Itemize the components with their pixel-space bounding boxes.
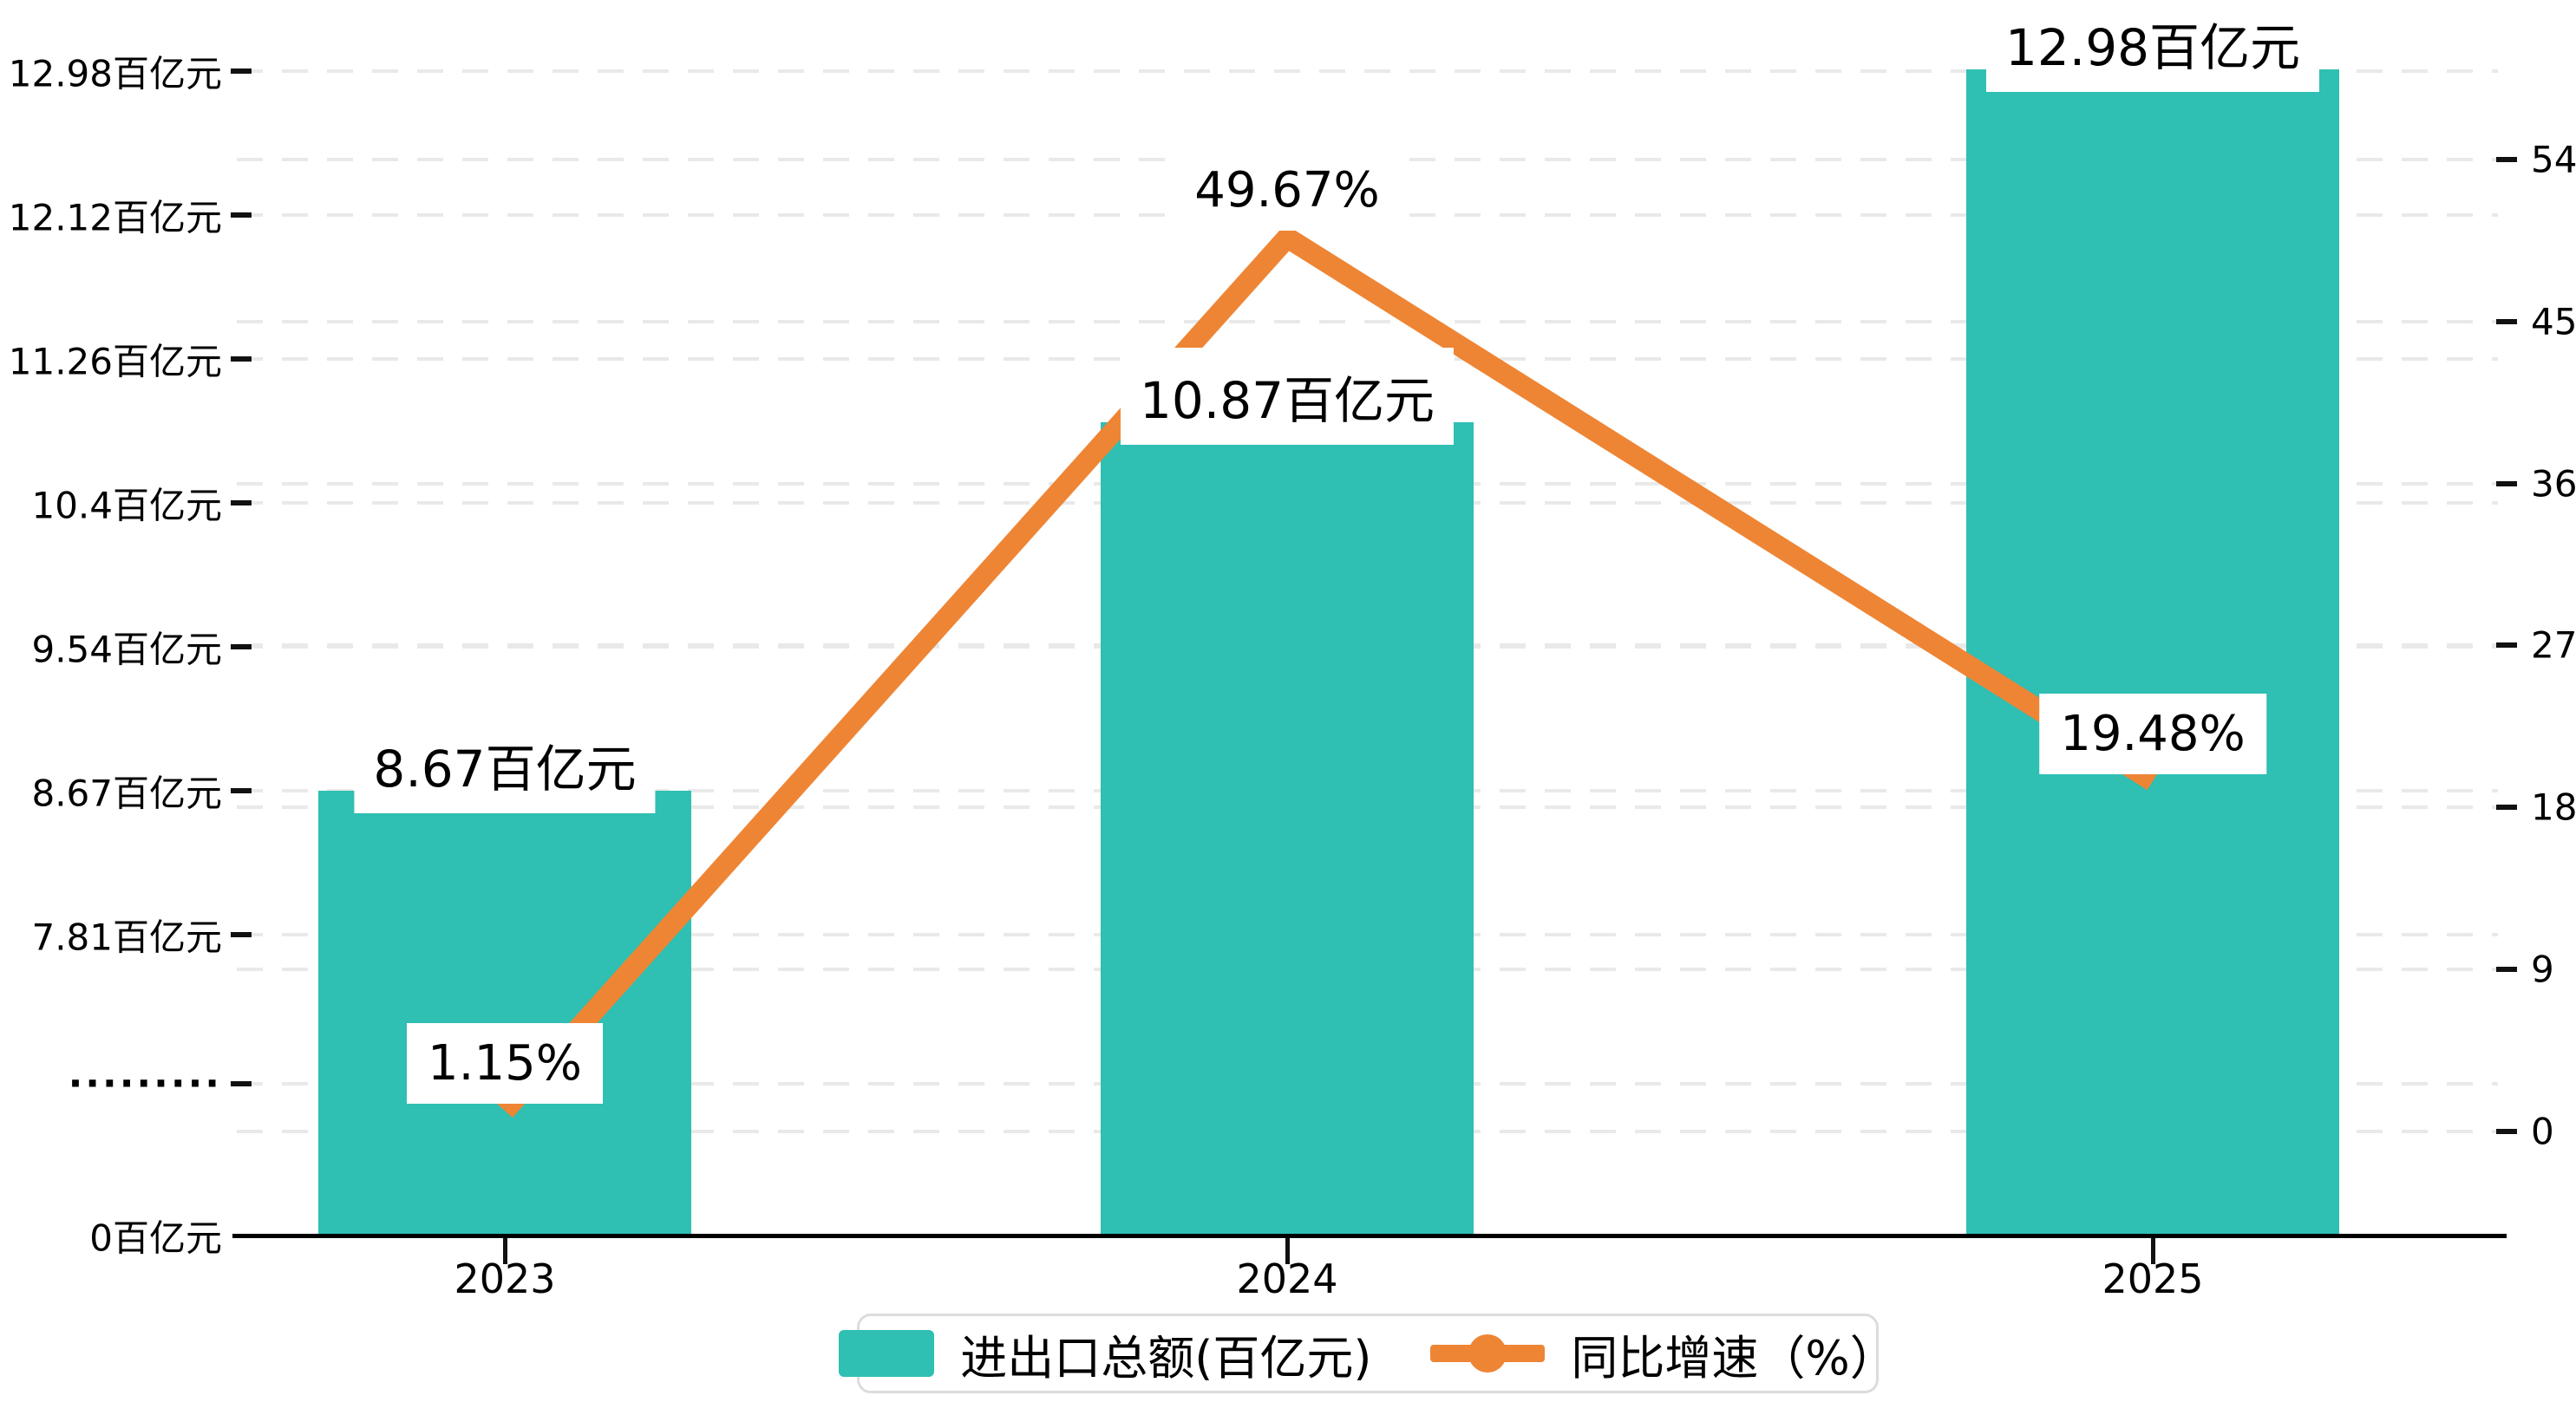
line-series-marker-icon <box>1430 1334 1546 1373</box>
right-axis-label: 27 <box>2531 623 2576 667</box>
left-axis-tick <box>231 212 252 218</box>
left-axis-tick <box>231 500 252 505</box>
bar-2024[interactable] <box>1101 422 1474 1236</box>
right-axis-tick <box>2496 642 2517 648</box>
left-axis-tick <box>231 788 252 793</box>
right-axis-label: 45 <box>2531 300 2576 343</box>
bar-value-label: 8.67百亿元 <box>354 716 656 813</box>
right-axis-tick <box>2496 157 2517 162</box>
right-axis-tick <box>2496 1129 2517 1134</box>
x-axis-label-2023: 2023 <box>454 1255 556 1302</box>
gridline <box>237 320 2498 323</box>
x-axis-tick <box>2151 1238 2155 1264</box>
left-axis-label: 7.81百亿元 <box>31 916 222 959</box>
growth-value-label: 1.15% <box>407 1023 603 1104</box>
bar-2023[interactable] <box>318 791 691 1236</box>
right-axis-tick <box>2496 805 2517 810</box>
legend-item-bar-series[interactable]: 进出口总额(百亿元) <box>839 1320 1371 1388</box>
chart-legend: 进出口总额(百亿元) 同比增速（%） <box>839 1314 1897 1393</box>
left-axis-label: 12.98百亿元 <box>8 52 222 95</box>
x-axis-label-2024: 2024 <box>1236 1255 1338 1302</box>
left-axis-tick <box>231 932 252 937</box>
right-axis-tick <box>2496 481 2517 486</box>
bar-2025[interactable] <box>1966 69 2339 1236</box>
growth-line[interactable] <box>497 224 2159 1118</box>
x-axis-tick <box>1285 1238 1290 1264</box>
right-axis-tick <box>2496 967 2517 972</box>
left-axis-label: ········· <box>68 1061 222 1106</box>
left-axis-label: 9.54百亿元 <box>31 628 222 671</box>
left-axis-label: 8.67百亿元 <box>31 772 222 815</box>
left-axis-label: 11.26百亿元 <box>8 340 222 383</box>
right-axis-label: 18 <box>2531 786 2576 829</box>
left-axis-label: 0百亿元 <box>89 1216 222 1260</box>
right-axis-label: 54 <box>2531 138 2576 181</box>
right-axis-tick <box>2496 319 2517 324</box>
gridline <box>237 69 2498 73</box>
growth-value-label: 19.48% <box>2039 694 2266 774</box>
left-axis-tick <box>231 1081 252 1086</box>
x-axis-label-2025: 2025 <box>2102 1255 2204 1302</box>
growth-value-label: 49.67% <box>1174 150 1401 231</box>
left-axis-label: 12.12百亿元 <box>8 196 222 239</box>
bar-value-label: 10.87百亿元 <box>1120 348 1455 445</box>
right-axis-label: 9 <box>2531 948 2554 991</box>
legend-bar-label: 进出口总额(百亿元) <box>960 1330 1372 1386</box>
x-axis-tick <box>503 1238 507 1264</box>
legend-item-line-series[interactable]: 同比增速（%） <box>1430 1320 1897 1388</box>
left-axis-tick <box>231 356 252 362</box>
left-axis-tick <box>231 644 252 649</box>
right-axis-label: 36 <box>2531 462 2576 505</box>
left-axis-tick <box>231 68 252 74</box>
right-axis-label: 0 <box>2531 1110 2554 1153</box>
legend-line-label: 同比增速（%） <box>1571 1330 1897 1386</box>
x-axis-line <box>232 1234 2507 1238</box>
left-axis-label: 10.4百亿元 <box>31 484 222 527</box>
bar-value-label: 12.98百亿元 <box>1985 0 2320 92</box>
bar-series-swatch-icon <box>839 1330 935 1377</box>
